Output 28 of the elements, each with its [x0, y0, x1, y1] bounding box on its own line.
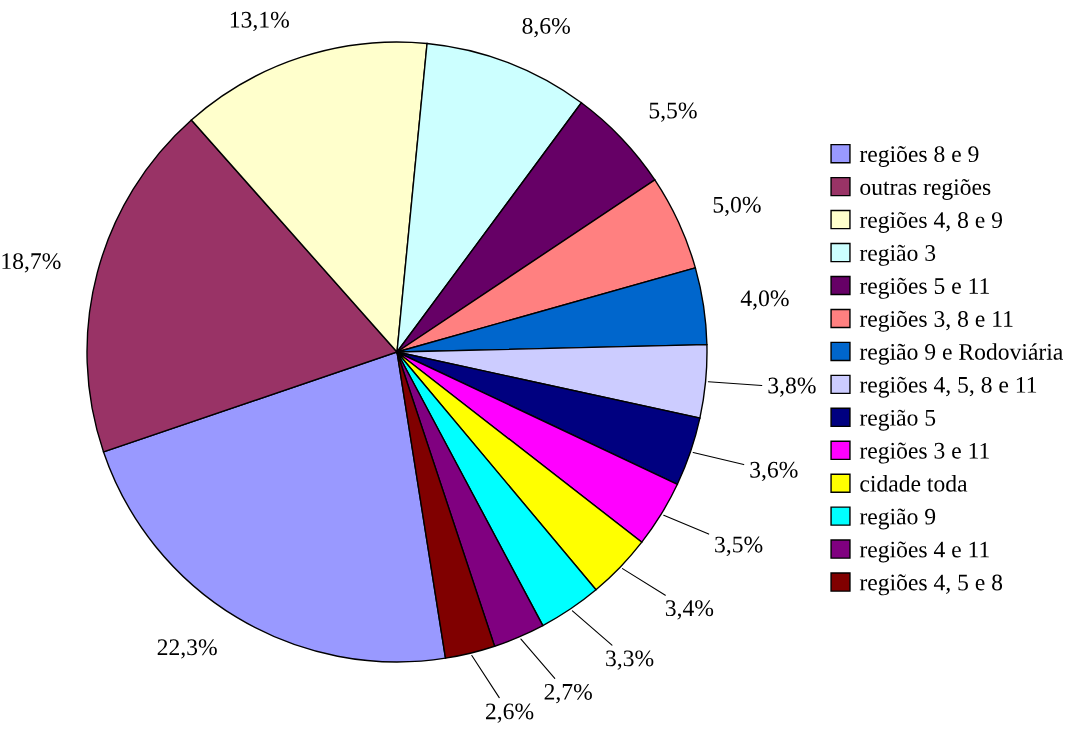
data-label: 3,4% [665, 600, 714, 620]
legend-label: regiões 3 e 11 [859, 442, 989, 464]
data-label: 2,7% [544, 683, 592, 704]
legend-label: regiões 4, 5 e 8 [859, 574, 1003, 596]
data-label: 3,5% [715, 536, 763, 556]
legend-label: região 9 e Rodoviária [859, 343, 1063, 365]
data-label: 3,6% [750, 461, 798, 482]
data-label: 3,3% [606, 650, 654, 670]
data-label: 3,8% [768, 377, 816, 397]
legend-label: regiões 3, 8 e 11 [859, 310, 1013, 332]
legend-label: região 5 [859, 409, 936, 431]
data-label: 5,0% [713, 196, 761, 217]
data-label: 2,6% [485, 703, 534, 723]
legend-label: regiões 5 e 11 [859, 277, 989, 299]
legend-label: região 3 [859, 244, 936, 266]
legend-label: regiões 8 e 9 [859, 145, 979, 167]
legend-label: cidade toda [860, 475, 968, 492]
legend-label: regiões 4, 8 e 9 [859, 211, 1003, 233]
legend-label: região 9 [859, 508, 936, 530]
legend-label: regiões 4 e 11 [859, 541, 989, 563]
data-label: 13,1% [230, 11, 289, 32]
data-label: 18,7% [2, 253, 61, 273]
data-label: 8,6% [522, 17, 570, 38]
data-label: 4,0% [740, 290, 789, 310]
data-label: 5,5% [649, 102, 697, 122]
data-label: 22,3% [157, 639, 217, 659]
legend-label: outras regiões [860, 178, 991, 200]
legend-label: regiões 4, 5, 8 e 11 [859, 376, 1037, 398]
